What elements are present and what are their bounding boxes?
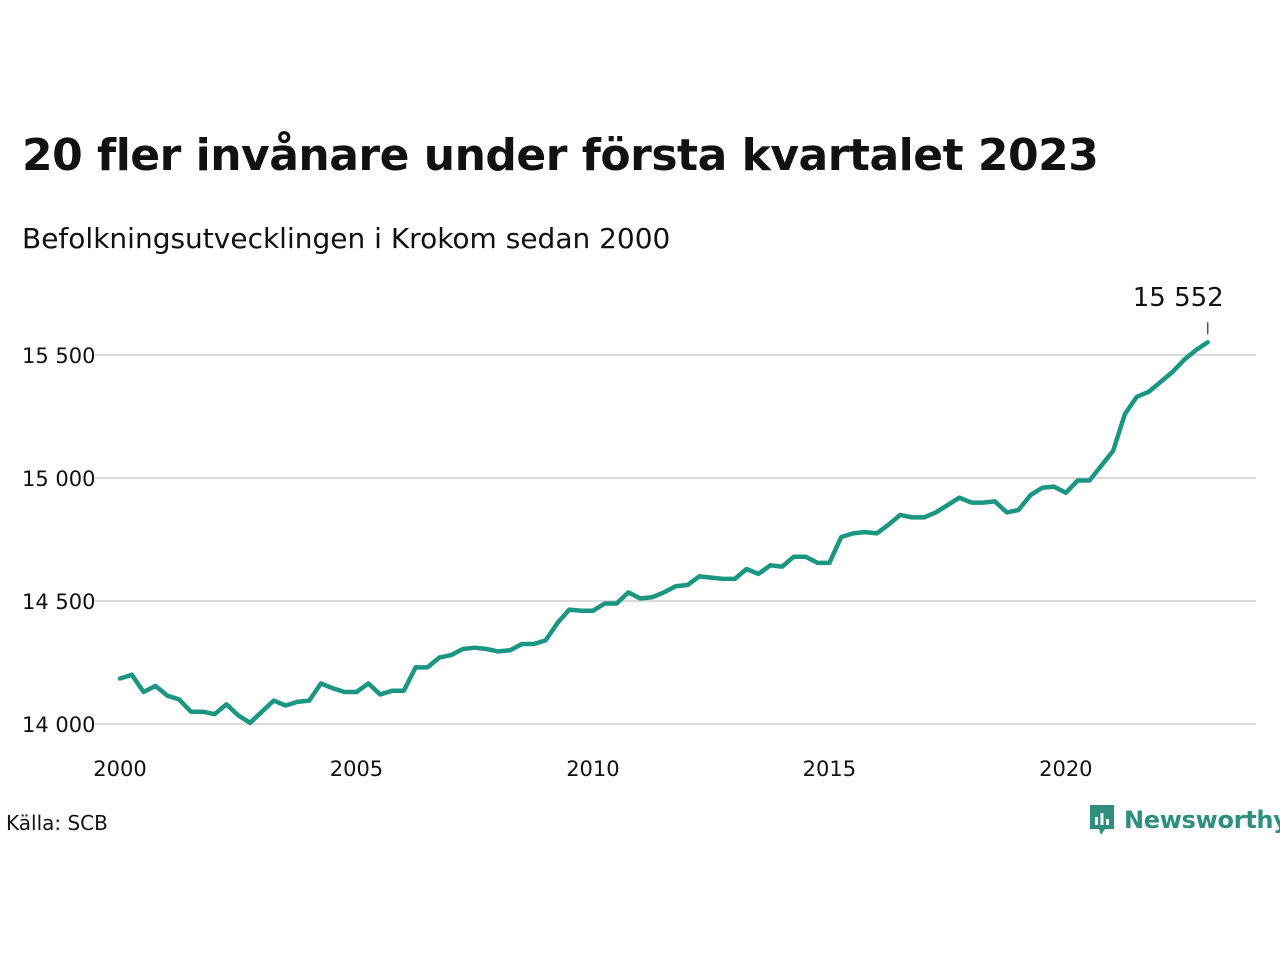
annotation-label: 15 552 (1133, 283, 1224, 313)
series-line (117, 339, 1210, 726)
x-tick-label: 2020 (1039, 757, 1092, 781)
y-tick-label: 14 000 (22, 713, 95, 737)
y-tick-label: 15 500 (22, 344, 95, 368)
chart-subtitle: Befolkningsutvecklingen i Krokom sedan 2… (22, 222, 671, 255)
y-tick-label: 15 000 (22, 467, 95, 491)
x-tick-label: 2005 (330, 757, 383, 781)
source-note: Källa: SCB (6, 811, 108, 835)
brand-name: Newsworthy (1124, 806, 1280, 834)
x-tick-label: 2010 (566, 757, 619, 781)
newsworthy-logo: Newsworthy (1088, 803, 1280, 837)
newsworthy-logo-icon (1090, 805, 1114, 835)
chart-title: 20 fler invånare under första kvartalet … (22, 130, 1099, 181)
x-tick-label: 2000 (93, 757, 146, 781)
x-tick-label: 2015 (803, 757, 856, 781)
y-tick-label: 14 500 (22, 590, 95, 614)
